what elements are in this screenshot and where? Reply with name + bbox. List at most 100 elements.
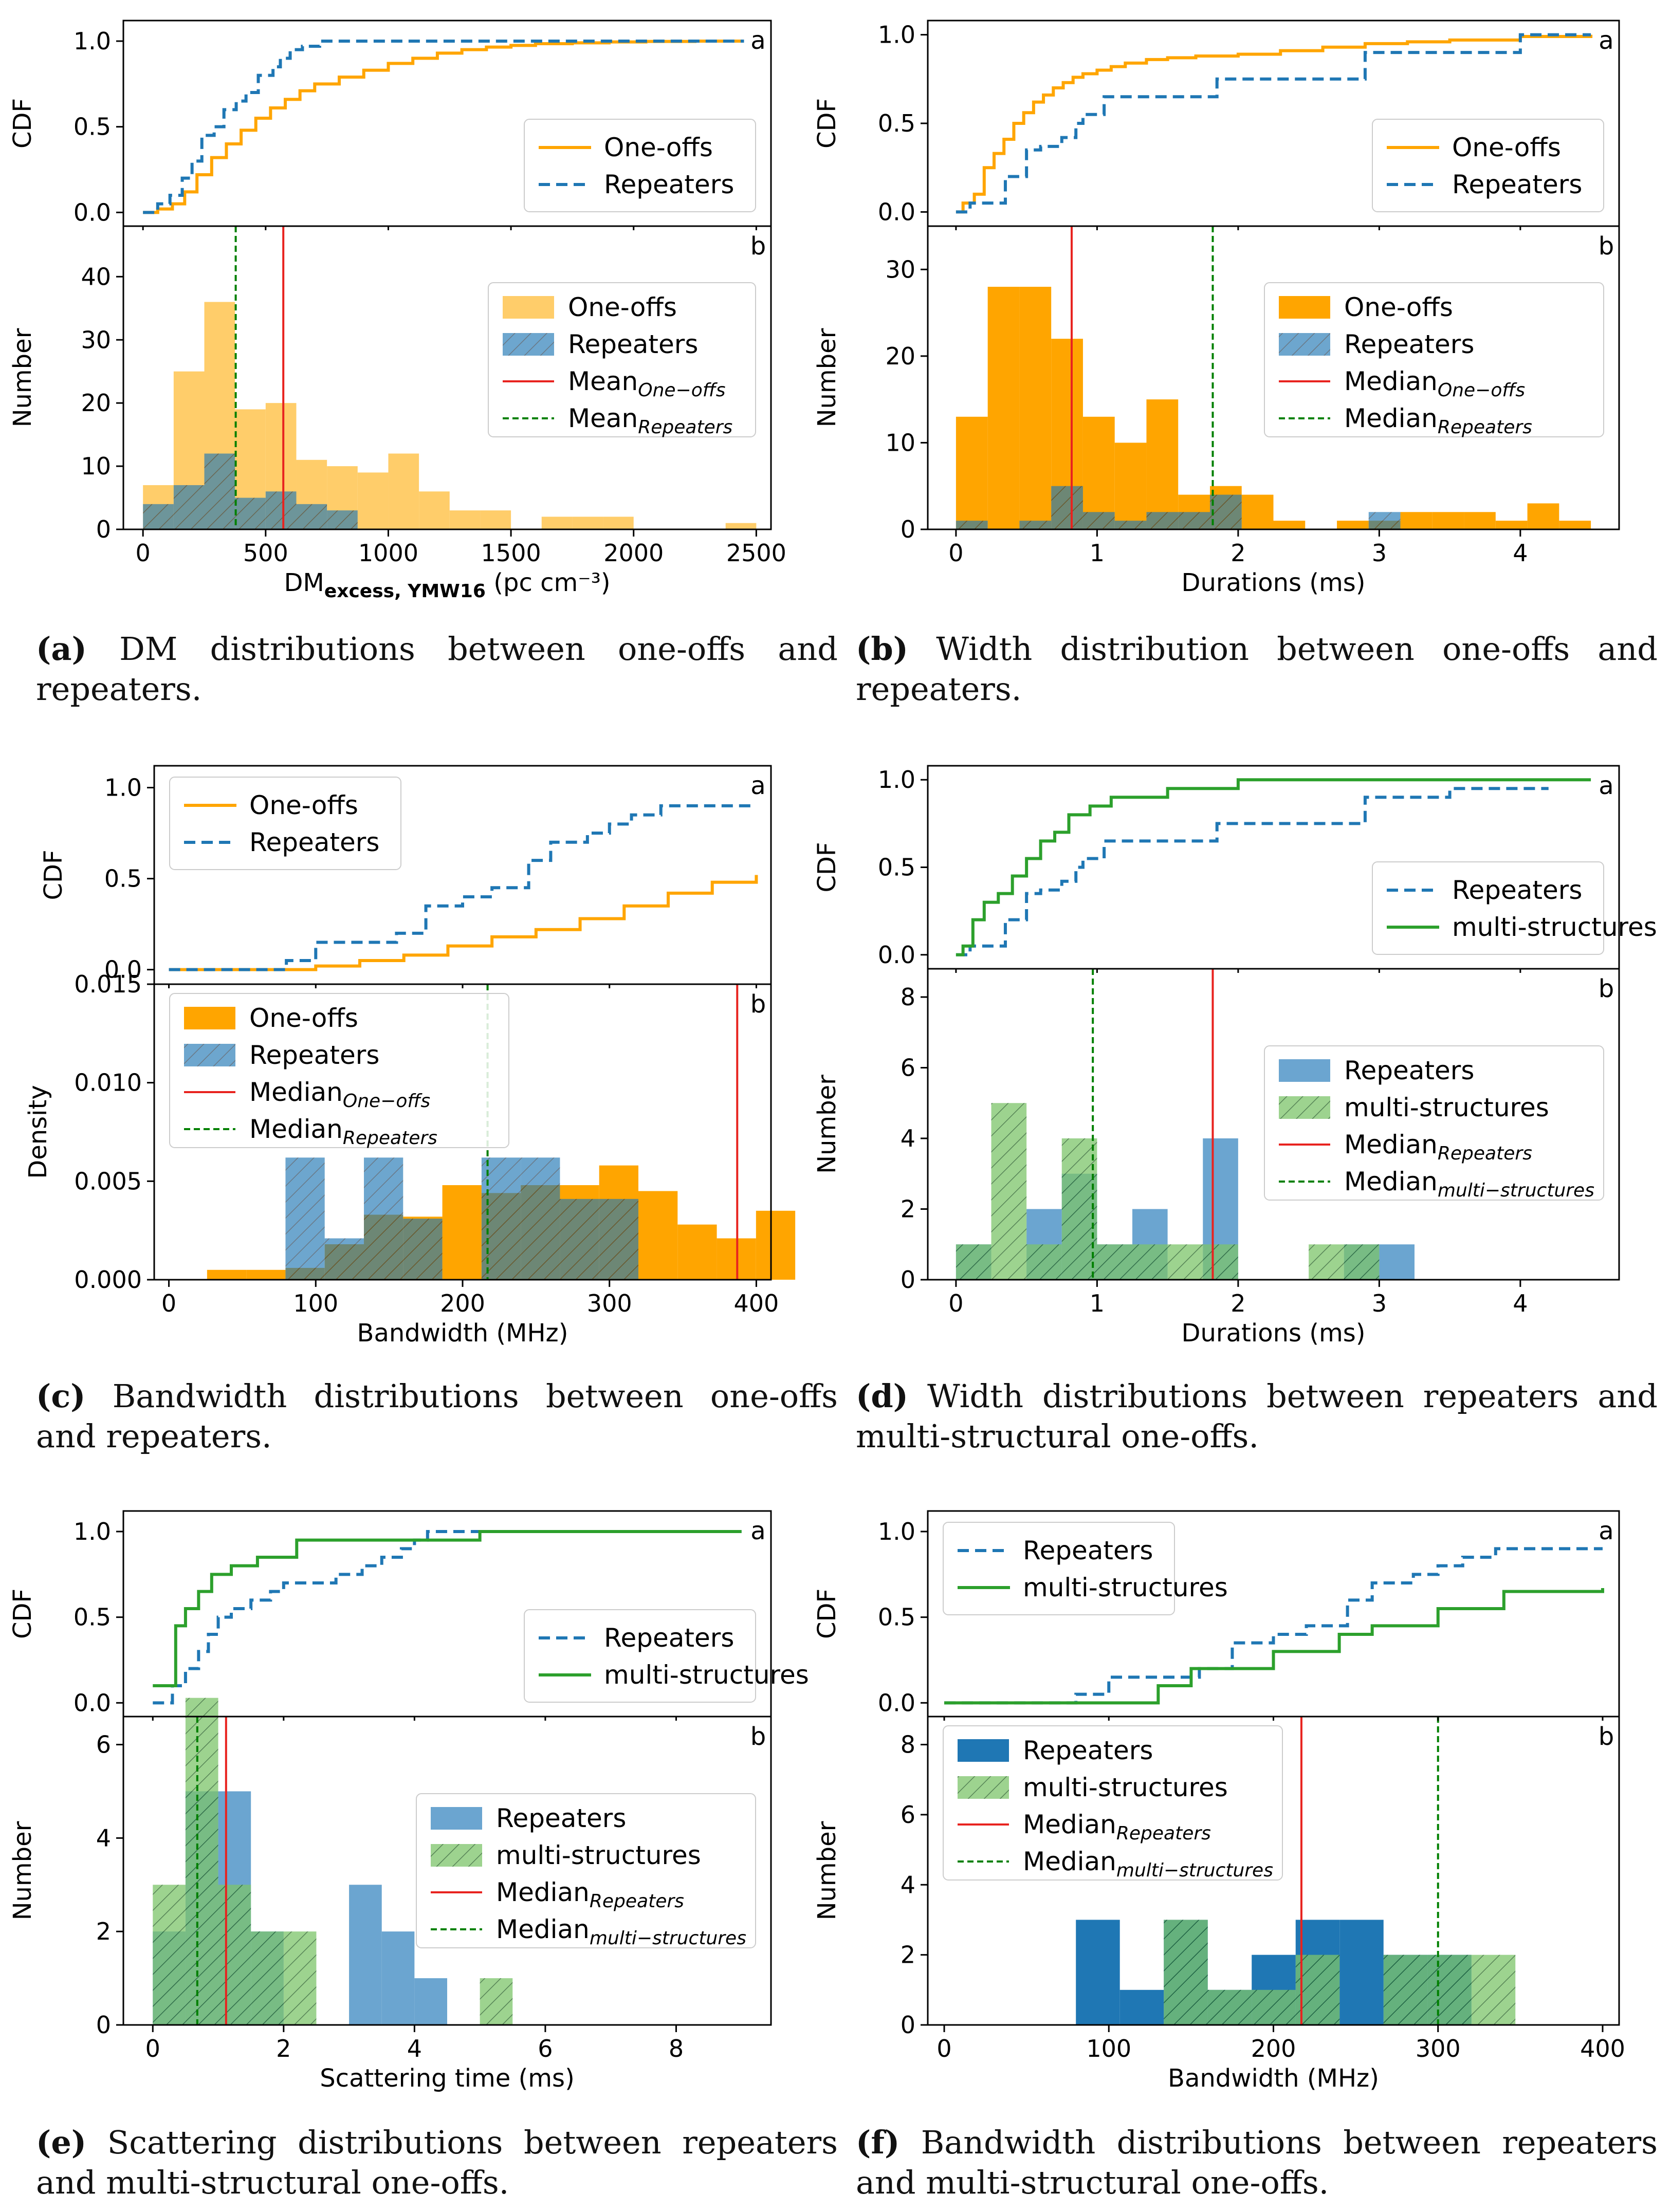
hist-bar-one-offs [442, 1185, 482, 1280]
chart-e: 0.0 0.5 1.0 CDF a Repeaters multi-structures 0 2… [8, 1510, 809, 2093]
hist-bar-repeaters [1114, 521, 1147, 529]
hist-bar-one-offs [603, 517, 634, 529]
hist-frame [927, 968, 1620, 1281]
hist-bar-repeaters [327, 510, 358, 529]
hist-bar-repeaters [1146, 512, 1179, 529]
hist-bar-repeaters [1379, 1244, 1415, 1280]
cdf-legend: One-offs Repeaters [1372, 119, 1604, 212]
x-tick-label: 0 [136, 539, 151, 567]
caption-d-text: Width distributions between repeaters an… [856, 1377, 1658, 1455]
hist-frame [927, 225, 1620, 530]
hist-legend: One-offsRepeatersMedianOne−offsMedianRep… [169, 993, 509, 1149]
hist-bar-one-offs [1114, 443, 1147, 529]
x-tick-label: 0 [948, 1289, 963, 1317]
hist-frame [122, 1716, 772, 2026]
hist-y-tick-label: 30 [885, 255, 915, 283]
hist-panel-letter: b [1599, 1722, 1614, 1751]
hist-bar-repeaters [414, 1978, 447, 2025]
hist-bar-repeaters [204, 453, 235, 529]
hist-bar-multi-structures [1309, 1244, 1344, 1280]
hist-y-tick-label: 20 [885, 342, 915, 370]
cdf-legend-label: multi-structures [604, 1660, 809, 1690]
hist-legend-swatch [431, 1807, 482, 1830]
x-axis-label: Scattering time (ms) [320, 2064, 575, 2093]
hist-bar-one-offs [572, 517, 603, 529]
hist-bar-one-offs [1241, 494, 1274, 529]
hist-bar-one-offs [1019, 287, 1052, 529]
caption-f: (f) Bandwidth distributions between repe… [856, 2123, 1658, 2203]
hist-legend-subscript: Repeaters [1438, 1143, 1532, 1164]
hist-legend-swatch [1279, 1059, 1330, 1082]
hist-y-tick-label: 40 [81, 263, 111, 290]
x-tick-label: 1 [1090, 1289, 1105, 1317]
cdf-y-axis-label: CDF [39, 850, 68, 900]
cdf-legend: One-offs Repeaters [169, 777, 401, 870]
hist-legend: Repeatersmulti-structuresMedianRepeaters… [1264, 1045, 1604, 1201]
hist-bar-one-offs [1337, 521, 1369, 529]
x-tick-label: 400 [734, 1289, 779, 1317]
hist-bar-multi-structures [1164, 1920, 1208, 2025]
hist-legend-label: MeanRepeaters [568, 403, 732, 438]
hist-y-axis-label: Number [8, 1821, 37, 1920]
hist-bar-one-offs [449, 510, 481, 529]
hist-bar-repeaters [349, 1885, 382, 2025]
caption-f-text: Bandwidth distributions between repeater… [856, 2124, 1658, 2201]
cdf-y-tick-label: 0.5 [74, 1603, 111, 1631]
cdf-legend-label: Repeaters [249, 827, 379, 857]
cdf-series-line-one-offs [143, 40, 744, 214]
chart-b: 0.00.51.0CDFaOne-offsRepeaters0102030Num… [813, 20, 1620, 597]
hist-legend-label: One-offs [249, 1003, 358, 1033]
cdf-legend-label: multi-structures [1023, 1573, 1228, 1602]
hist-bar-one-offs [1464, 512, 1496, 529]
hist-bar-one-offs [541, 517, 573, 529]
x-axis-label-unit: (pc cm⁻³) [486, 568, 611, 597]
cdf-legend-label: Repeaters [1023, 1536, 1153, 1565]
chart-f: 0.0 0.5 1.0 CDF a Repeaters multi-structures 0 2… [813, 1510, 1625, 2093]
hist-bar-multi-structures [1471, 1955, 1516, 2025]
hist-bar-repeaters [296, 504, 327, 529]
hist-y-tick-label: 8 [901, 983, 915, 1011]
hist-bar-multi-structures [218, 1885, 251, 2025]
cdf-y-tick-label: 0.0 [878, 1689, 915, 1717]
hist-legend-frame [1264, 282, 1604, 437]
hist-bar-one-offs [246, 1269, 286, 1280]
caption-a-text: DM distributions between one-offs and re… [36, 630, 838, 708]
hist-bar-repeaters [143, 504, 174, 529]
cdf-y-tick-label: 1.0 [878, 21, 915, 49]
hist-y-tick-label: 10 [885, 429, 915, 456]
hist-bar-one-offs [1432, 512, 1464, 529]
hist-bar-one-offs [725, 523, 757, 529]
hist-bar-repeaters [599, 1199, 638, 1280]
cdf-panel-letter: a [1599, 771, 1613, 800]
caption-c-label: (c) [36, 1377, 86, 1415]
hist-y-tick-label: 0 [901, 515, 915, 543]
hist-legend-subscript: multi−structures [1438, 1180, 1594, 1201]
hist-legend-subscript: One−offs [343, 1091, 430, 1112]
caption-d-label: (d) [856, 1377, 909, 1415]
cdf-series-line-one-offs [956, 34, 1593, 214]
hist-y-tick-label: 0 [901, 2011, 915, 2039]
hist-bar-multi-structures [1132, 1244, 1168, 1280]
hist-bar-one-offs [388, 453, 419, 529]
hist-bar-repeaters [324, 1238, 364, 1280]
hist-bar-one-offs [480, 510, 511, 529]
hist-bar-repeaters [381, 1931, 415, 2025]
hist-bar-multi-structures [1097, 1244, 1133, 1280]
hist-bar-one-offs [1559, 521, 1591, 529]
cdf-y-tick-label: 1.0 [74, 27, 111, 55]
hist-bar-repeaters [1051, 486, 1083, 529]
hist-legend-label: multi-structures [1023, 1773, 1228, 1802]
hist-legend-label: Repeaters [1344, 329, 1474, 359]
x-axis-label: Durations (ms) [1182, 568, 1366, 597]
cdf-legend-frame [1372, 861, 1604, 955]
hist-bar-repeaters [235, 497, 266, 529]
cdf-y-axis-label: CDF [813, 98, 841, 149]
hist-bar-one-offs [419, 491, 450, 529]
hist-legend-label: Repeaters [1344, 1056, 1474, 1085]
hist-y-tick-label: 0 [96, 515, 111, 543]
cdf-legend-label: Repeaters [604, 170, 734, 199]
hist-bar-multi-structures [153, 1885, 186, 2025]
x-tick-label: 300 [587, 1289, 632, 1317]
cdf-y-axis-label: CDF [8, 98, 37, 149]
cdf-legend-frame [1372, 119, 1604, 212]
